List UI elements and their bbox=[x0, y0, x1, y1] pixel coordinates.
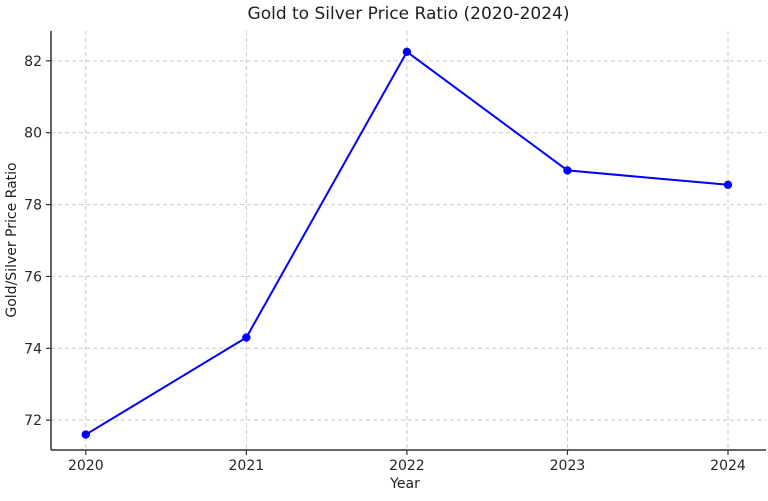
data-point bbox=[723, 180, 733, 190]
y-tick-label: 76 bbox=[24, 269, 42, 285]
y-tick-label: 74 bbox=[24, 341, 42, 357]
y-tick-label: 80 bbox=[24, 126, 42, 142]
chart-title: Gold to Silver Price Ratio (2020-2024) bbox=[247, 4, 570, 24]
data-point bbox=[402, 47, 412, 57]
data-point bbox=[242, 333, 251, 342]
data-point bbox=[563, 166, 572, 175]
x-tick-label: 2024 bbox=[710, 458, 746, 474]
y-tick-label: 72 bbox=[24, 413, 42, 429]
y-tick-label: 82 bbox=[24, 54, 42, 70]
x-tick-label: 2022 bbox=[389, 458, 425, 474]
x-tick-label: 2020 bbox=[68, 458, 104, 474]
x-axis-label: Year bbox=[390, 476, 420, 492]
x-tick-label: 2021 bbox=[229, 458, 265, 474]
data-point bbox=[81, 430, 91, 439]
x-tick-label: 2023 bbox=[550, 458, 586, 474]
y-axis-label: Gold/Silver Price Ratio bbox=[4, 162, 20, 318]
y-tick-label: 78 bbox=[24, 198, 42, 214]
